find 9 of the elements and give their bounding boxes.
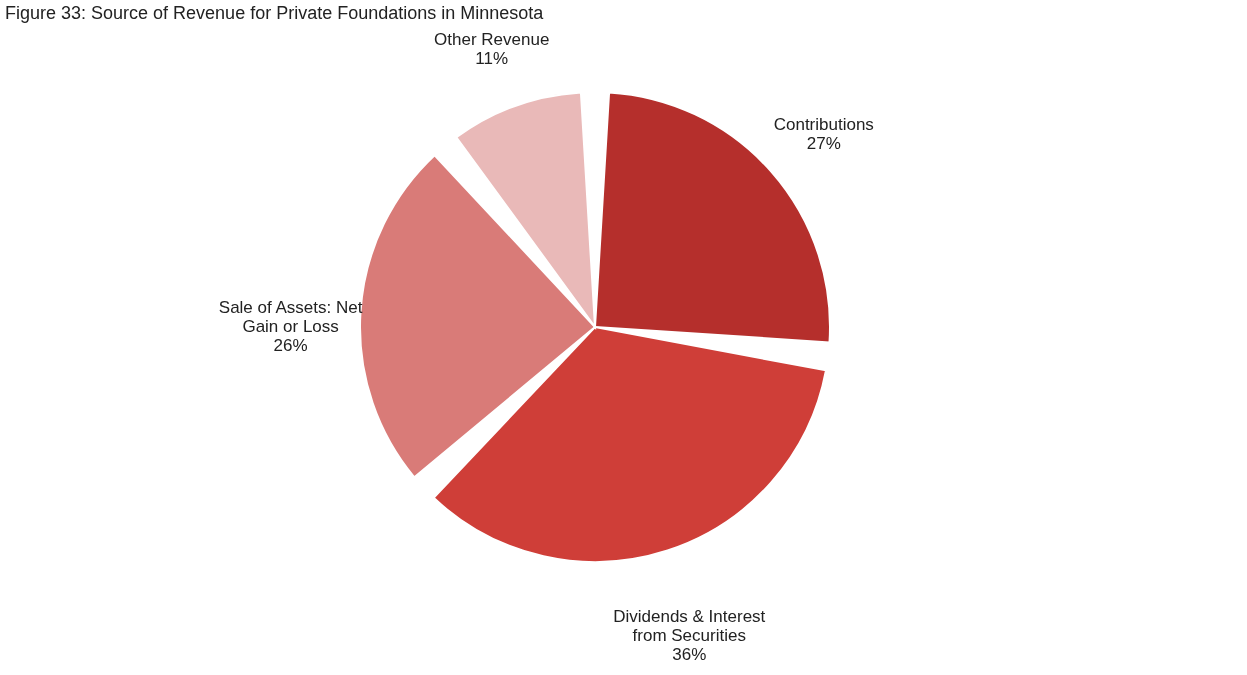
slice-label: Sale of Assets: Net Gain or Loss — [218, 297, 363, 336]
slice-label: Dividends & Interest from Securities — [613, 607, 766, 646]
data-label: 27% — [806, 134, 841, 154]
slice-label: Contributions — [773, 115, 874, 135]
data-label: 11% — [475, 49, 509, 69]
data-label: 26% — [273, 335, 308, 355]
chart-title: Figure 33: Source of Revenue for Private Foundations in Minnesota — [5, 3, 545, 23]
data-label: 36% — [672, 645, 707, 665]
slice-label: Other Revenue — [434, 30, 550, 50]
